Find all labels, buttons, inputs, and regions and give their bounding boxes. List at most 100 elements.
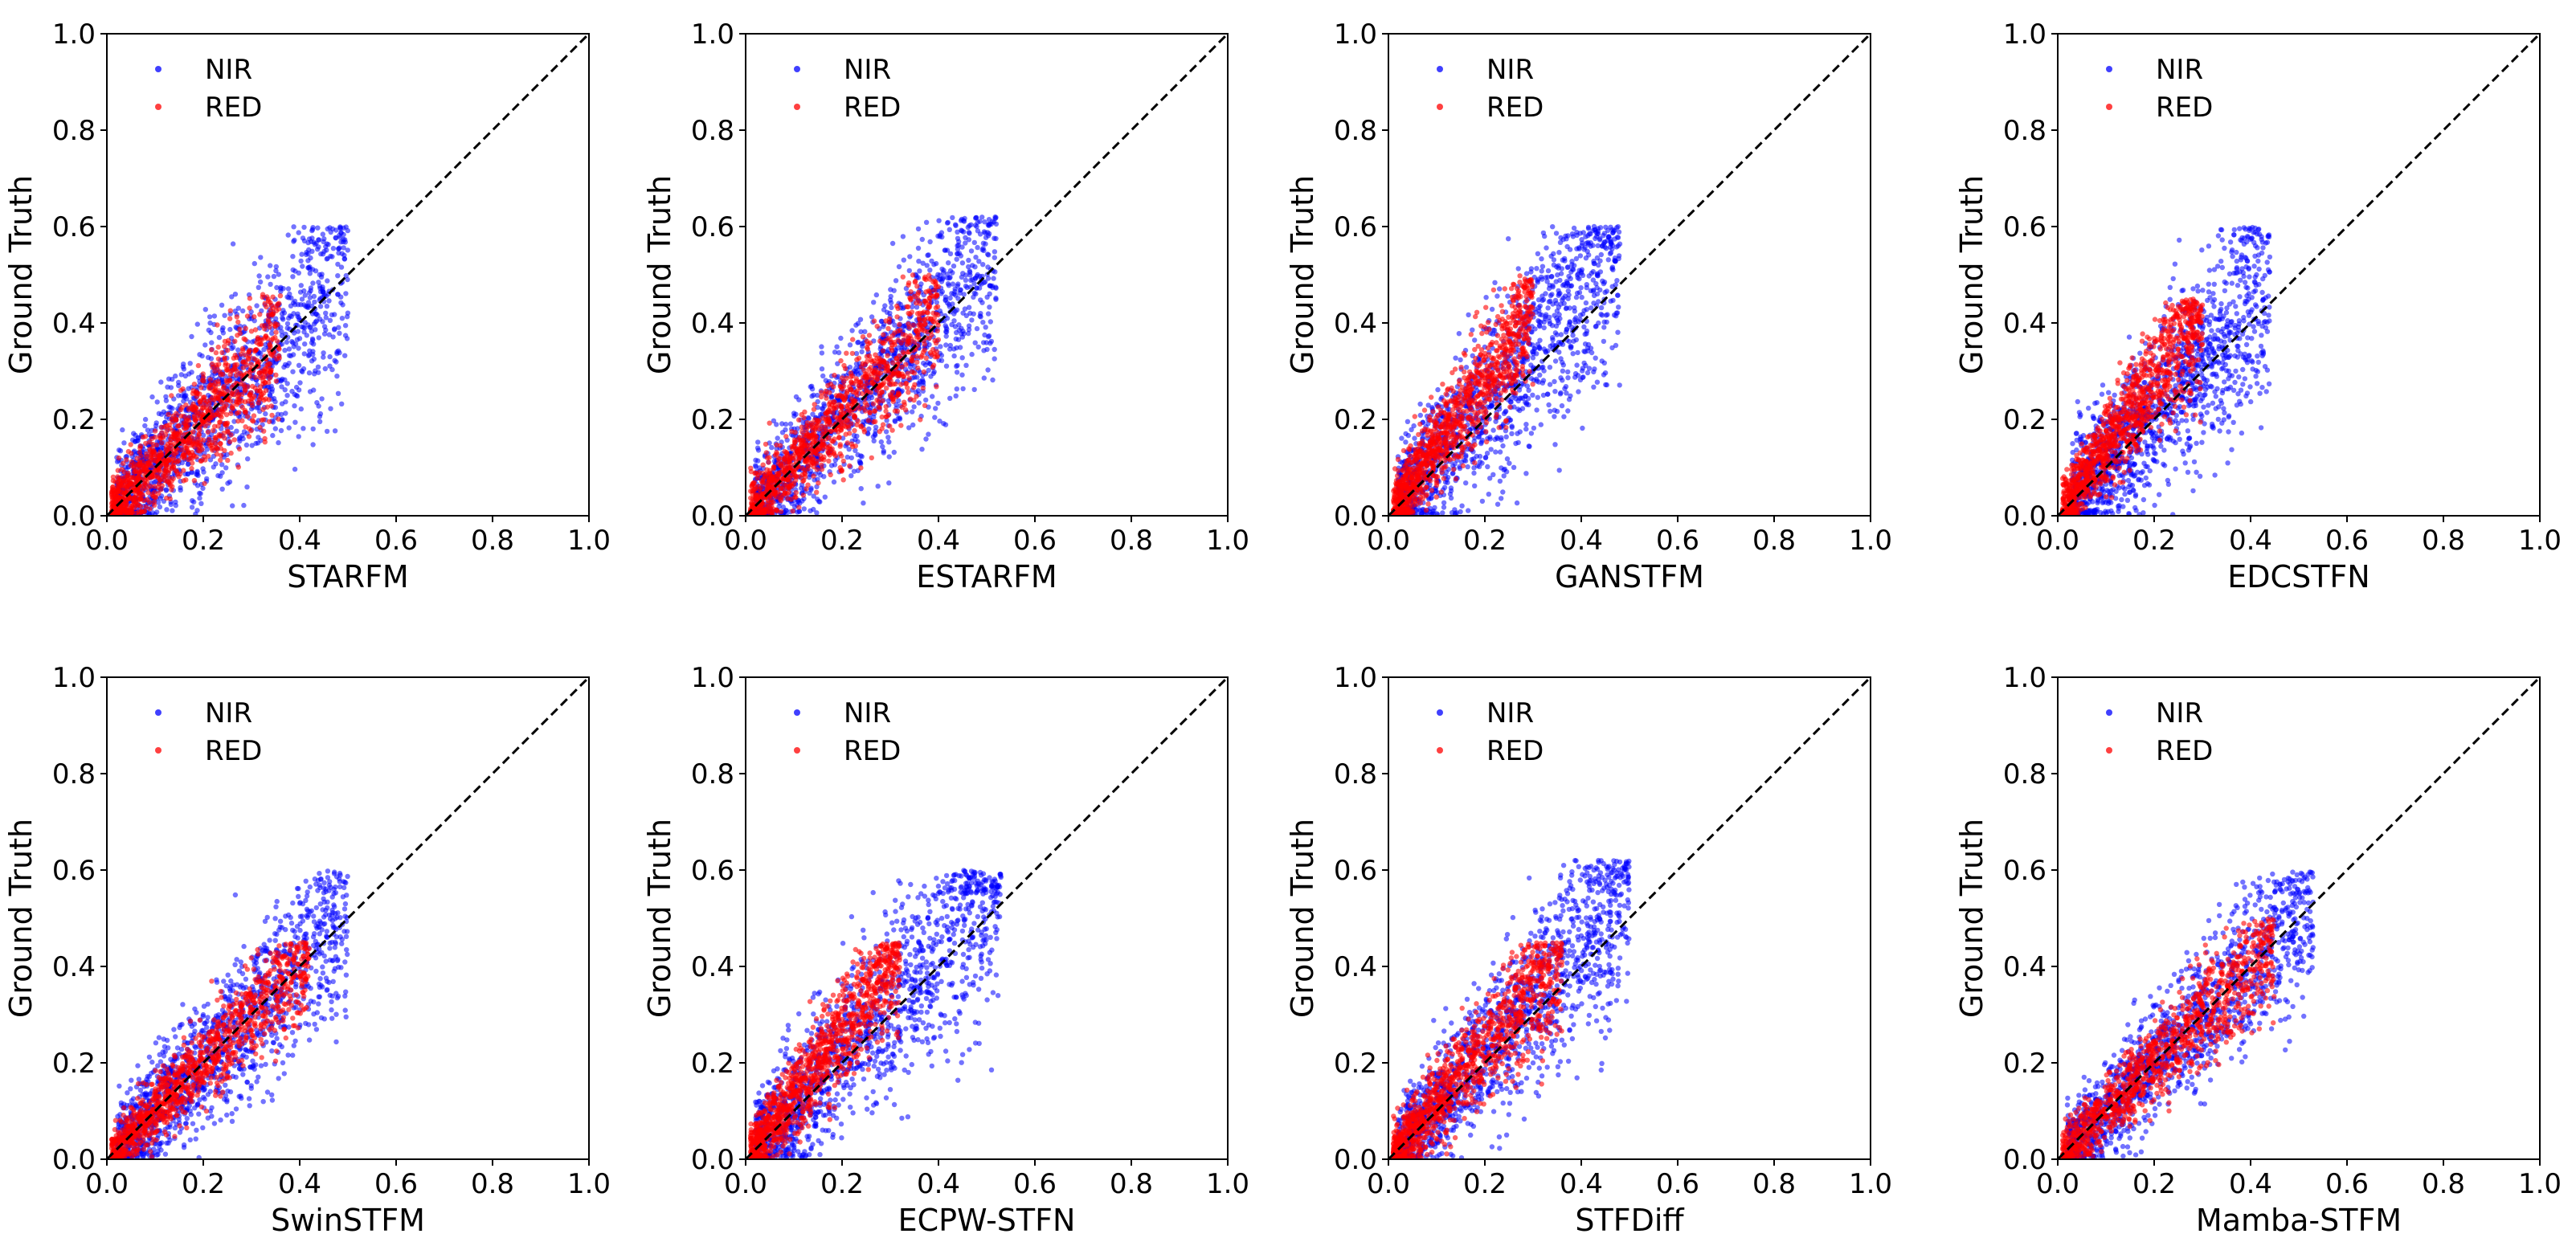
data-point [121,460,126,466]
data-point [842,393,848,398]
data-point [838,357,844,364]
data-point [781,460,787,465]
data-point [830,410,836,415]
data-point [966,237,972,243]
data-point [969,317,975,323]
data-point [175,393,182,398]
data-point [865,418,872,423]
data-point [181,366,187,372]
data-point [155,500,162,505]
data-point [273,378,279,384]
data-point [131,474,137,480]
data-point [895,373,901,378]
data-point [161,409,166,415]
data-point [892,322,898,328]
data-point [774,422,779,427]
data-point [883,318,889,324]
data-point [178,413,184,419]
data-point [248,399,255,406]
data-point [271,273,277,280]
data-point [248,329,255,334]
data-point [219,302,225,308]
data-point [178,447,184,452]
data-point [771,466,777,472]
data-point [838,404,844,410]
data-point [910,369,915,374]
data-point [307,389,313,394]
data-point [205,392,211,398]
data-point [129,459,135,464]
data-point [247,305,252,311]
data-point [874,324,880,329]
data-point [186,386,191,391]
data-point [323,243,329,250]
data-point [209,340,215,345]
data-point [957,288,963,293]
data-point [128,442,133,447]
data-point [269,412,275,419]
data-point [930,394,935,399]
data-point [216,334,223,341]
data-point [172,457,178,464]
data-point [223,360,229,366]
data-point [875,370,881,375]
data-point [880,443,885,450]
data-point [920,385,926,391]
data-point [844,375,849,381]
data-point [894,314,900,320]
data-point [800,478,806,484]
data-point [340,302,346,308]
data-point [235,333,240,338]
data-point [873,292,880,298]
data-point [190,401,196,407]
data-point [821,401,827,406]
data-point [234,314,239,320]
data-point [173,503,178,509]
data-point [332,357,337,363]
data-point [933,340,939,346]
data-point [898,382,904,387]
data-point [918,378,923,384]
data-point [993,285,999,291]
data-point [327,353,333,360]
data-point [840,477,846,483]
data-point [878,439,885,445]
data-point [306,290,313,296]
data-point [947,251,954,257]
data-point [988,338,995,345]
data-point [117,448,124,454]
data-point [753,492,758,498]
data-point [290,267,296,273]
data-point [260,294,265,300]
data-point [205,408,211,414]
data-point [954,386,960,392]
data-point [270,336,276,341]
data-point [963,362,969,368]
data-point [321,350,326,356]
data-point [816,480,821,486]
data-point [870,401,877,406]
data-point [222,344,227,349]
data-point [174,450,179,456]
data-point [291,330,297,336]
data-point [828,472,833,478]
data-point [243,352,248,357]
data-point [959,228,965,234]
data-point [853,322,859,328]
data-point [170,464,176,470]
data-point [986,333,992,339]
data-point [311,293,317,300]
data-point [828,463,835,468]
data-point [791,437,798,443]
data-point [110,474,117,480]
data-point [869,371,874,377]
data-point [819,344,824,349]
data-point [810,432,816,439]
data-point [219,462,225,468]
data-point [802,467,808,473]
data-point [205,429,211,435]
data-point [889,345,894,351]
legend-marker-nir [155,66,162,72]
data-point [840,458,847,464]
data-point [897,415,902,421]
